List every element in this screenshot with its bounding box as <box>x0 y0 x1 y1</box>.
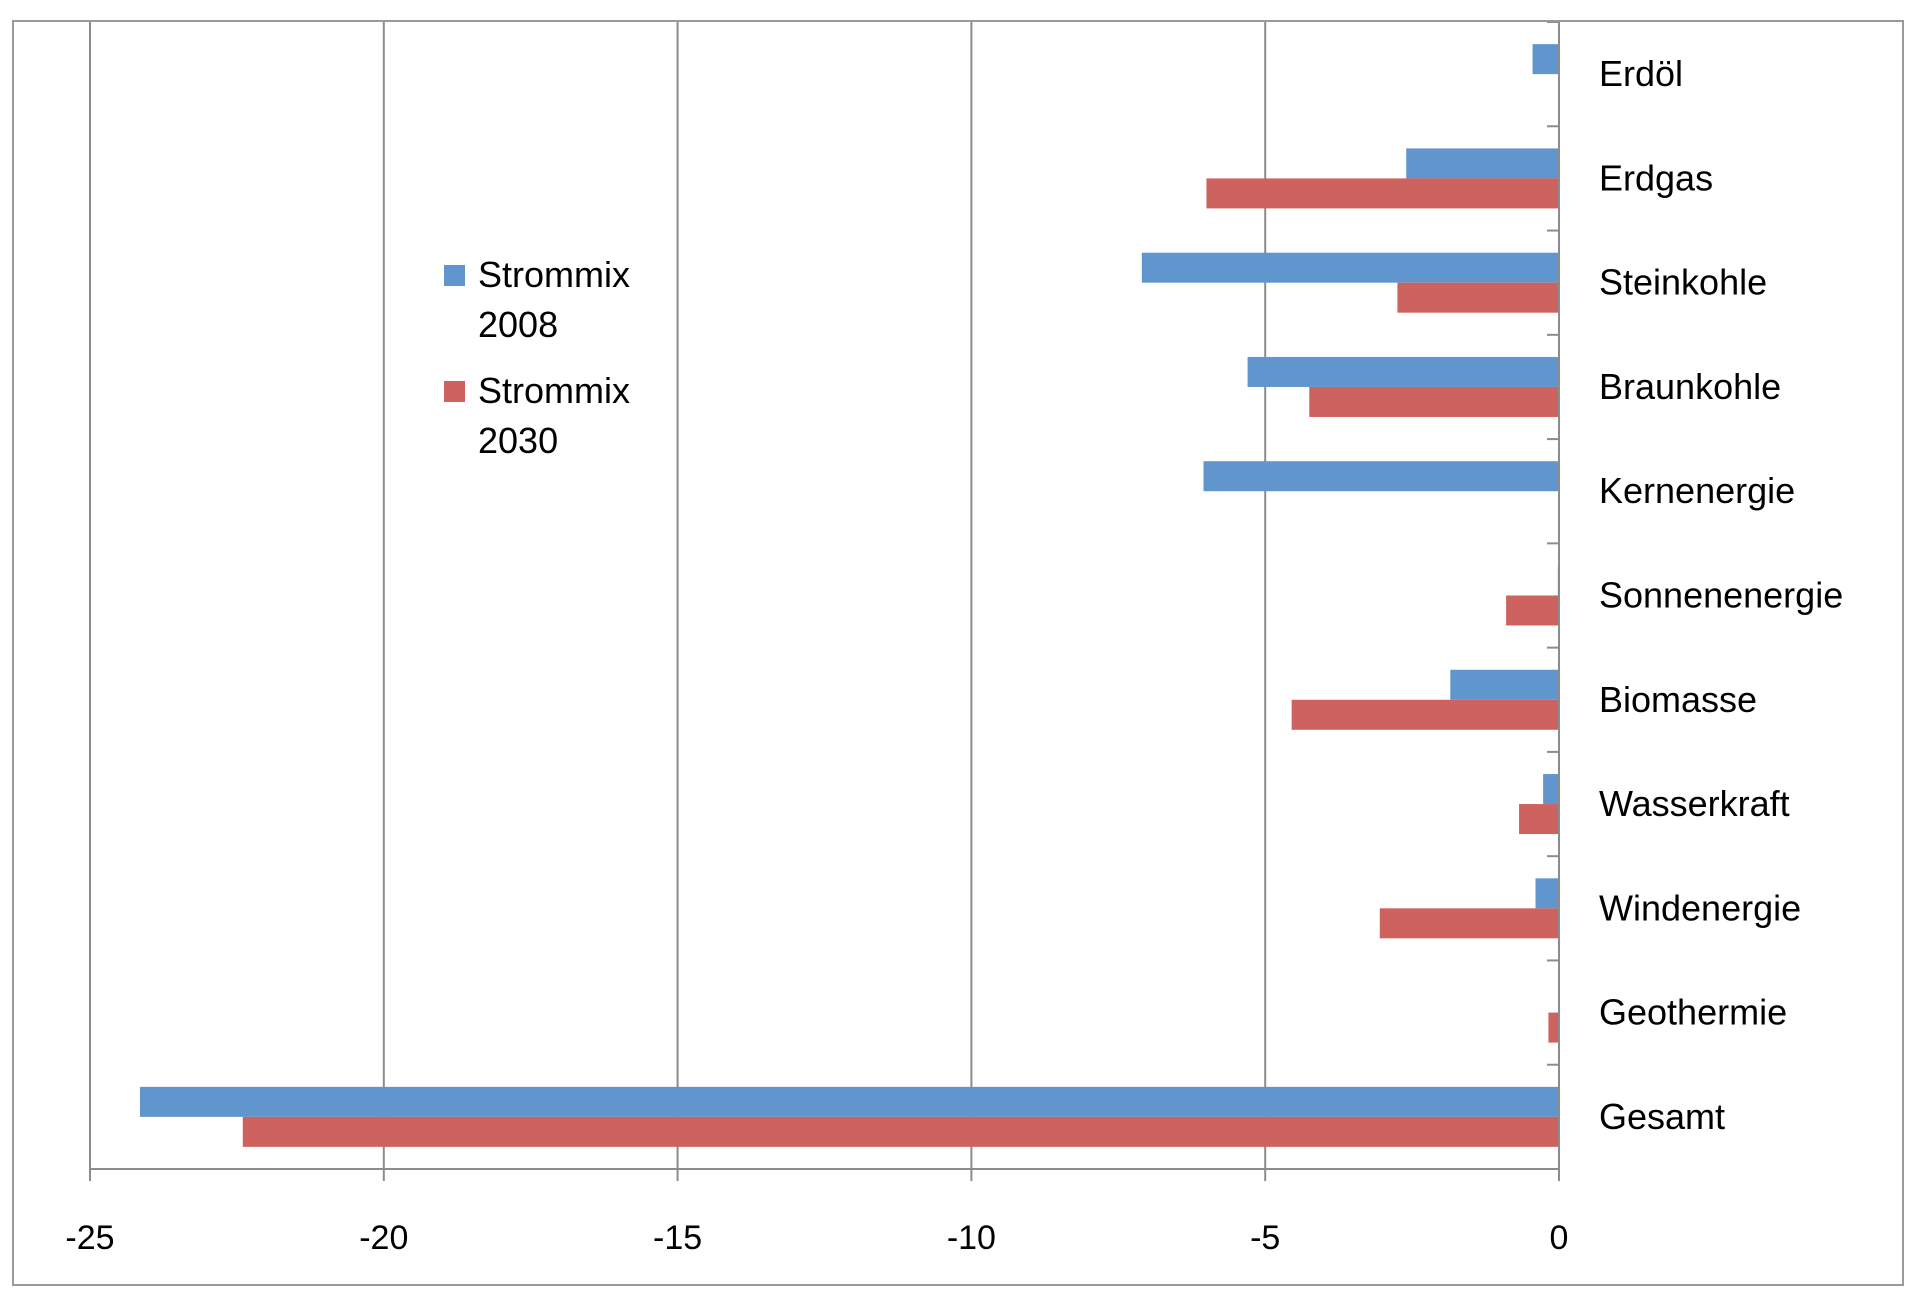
bar-series-1 <box>1532 44 1559 75</box>
grid-layer <box>89 22 1267 1169</box>
bar-series-2 <box>1291 699 1559 730</box>
chart-frame: -25 -20 -15 -10 -5 0 Erdöl Erdgas Steinkohle Brau… <box>12 20 1904 1286</box>
legend-label: 2008 <box>478 304 558 345</box>
bars-layer <box>139 44 1560 1147</box>
bar-series-1 <box>1535 878 1559 909</box>
bar-series-1 <box>1406 148 1559 179</box>
legend-swatch <box>444 265 465 286</box>
bar-series-1 <box>1141 252 1559 283</box>
x-tick-label: -25 <box>65 1219 114 1257</box>
bar-series-1 <box>139 1086 1559 1117</box>
category-label: Braunkohle <box>1599 366 1781 407</box>
axis-layer <box>89 22 1560 1181</box>
legend-swatch <box>444 381 465 402</box>
x-tick-label: -15 <box>653 1219 702 1257</box>
bar-series-2 <box>1309 386 1559 417</box>
bar-series-2 <box>1548 1012 1559 1043</box>
bar-series-2 <box>1519 804 1559 835</box>
category-label: Biomasse <box>1599 679 1757 720</box>
legend: Strommix 2008 Strommix 2030 <box>444 254 630 461</box>
category-label: Kernenergie <box>1599 470 1795 511</box>
category-label: Gesamt <box>1599 1096 1725 1137</box>
labels-layer: -25 -20 -15 -10 -5 0 Erdöl Erdgas Steinkohle Brau… <box>65 53 1843 1257</box>
category-label: Erdgas <box>1599 157 1713 198</box>
category-label: Windenergie <box>1599 887 1801 928</box>
x-tick-label: -10 <box>947 1219 996 1257</box>
bar-series-2 <box>1379 908 1559 939</box>
bar-series-1 <box>1450 669 1559 700</box>
legend-label: Strommix <box>478 370 630 411</box>
x-tick-label: -20 <box>359 1219 408 1257</box>
bar-series-1 <box>1543 774 1559 805</box>
category-label: Erdöl <box>1599 53 1683 94</box>
category-label: Geothermie <box>1599 992 1787 1033</box>
category-label: Wasserkraft <box>1599 783 1790 824</box>
bar-series-2 <box>242 1116 1559 1147</box>
legend-label: Strommix <box>478 254 630 295</box>
category-label: Steinkohle <box>1599 262 1767 303</box>
bar-series-2 <box>1506 595 1559 626</box>
bar-series-1 <box>1203 461 1559 492</box>
x-tick-label: -5 <box>1250 1219 1280 1257</box>
legend-label: 2030 <box>478 420 558 461</box>
bar-series-2 <box>1206 178 1559 209</box>
x-tick-label: 0 <box>1550 1219 1569 1257</box>
category-label: Sonnenenergie <box>1599 575 1843 616</box>
bar-series-1 <box>1247 356 1559 387</box>
bar-series-2 <box>1397 282 1559 313</box>
chart-svg: -25 -20 -15 -10 -5 0 Erdöl Erdgas Steinkohle Brau… <box>65 22 1843 1257</box>
